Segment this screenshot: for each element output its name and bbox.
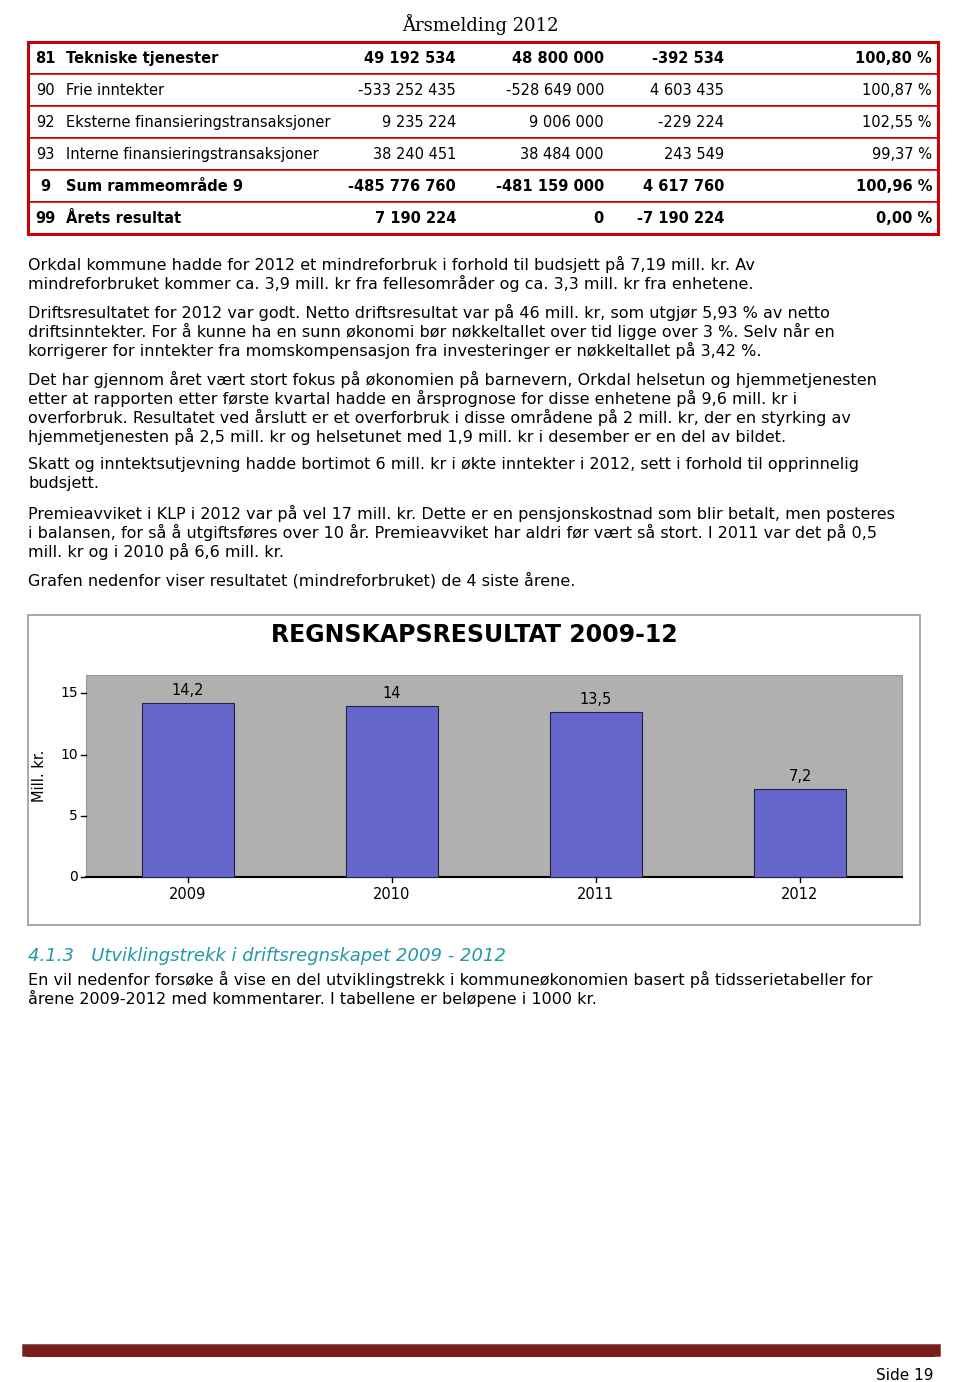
- Text: Sum rammeområde 9: Sum rammeområde 9: [66, 178, 243, 193]
- Text: 38 484 000: 38 484 000: [520, 146, 604, 162]
- Text: 100,96 %: 100,96 %: [855, 178, 932, 193]
- Text: 10: 10: [60, 748, 78, 761]
- Text: 81: 81: [35, 51, 56, 65]
- Text: 99,37 %: 99,37 %: [872, 146, 932, 162]
- Text: 9: 9: [40, 178, 50, 193]
- Text: Frie inntekter: Frie inntekter: [66, 83, 164, 98]
- Text: Eksterne finansieringstransaksjoner: Eksterne finansieringstransaksjoner: [66, 115, 330, 130]
- Text: etter at rapporten etter første kvartal hadde en årsprognose for disse enhetene : etter at rapporten etter første kvartal …: [28, 390, 797, 408]
- Text: Mill. kr.: Mill. kr.: [33, 750, 47, 802]
- Bar: [28, 170, 938, 202]
- Text: overforbruk. Resultatet ved årslutt er et overforbruk i disse områdene på 2 mill: overforbruk. Resultatet ved årslutt er e…: [28, 409, 851, 426]
- Text: 49 192 534: 49 192 534: [365, 51, 456, 65]
- Text: 4 617 760: 4 617 760: [642, 178, 724, 193]
- Text: Side 19: Side 19: [876, 1368, 934, 1382]
- Text: -229 224: -229 224: [658, 115, 724, 130]
- Text: -7 190 224: -7 190 224: [636, 210, 724, 225]
- Bar: [28, 41, 938, 75]
- Text: 9 235 224: 9 235 224: [382, 115, 456, 130]
- Text: 92: 92: [36, 115, 55, 130]
- Text: hjemmetjenesten på 2,5 mill. kr og helsetunet med 1,9 mill. kr i desember er en : hjemmetjenesten på 2,5 mill. kr og helse…: [28, 428, 786, 445]
- Text: 100,87 %: 100,87 %: [862, 83, 932, 98]
- Bar: [28, 202, 938, 234]
- Text: 14: 14: [383, 685, 401, 701]
- Text: driftsinntekter. For å kunne ha en sunn økonomi bør nøkkeltallet over tid ligge : driftsinntekter. For å kunne ha en sunn …: [28, 323, 835, 340]
- Bar: [28, 41, 938, 234]
- Text: Grafen nedenfor viser resultatet (mindreforbruket) de 4 siste årene.: Grafen nedenfor viser resultatet (mindre…: [28, 572, 575, 589]
- Text: mill. kr og i 2010 på 6,6 mill. kr.: mill. kr og i 2010 på 6,6 mill. kr.: [28, 543, 284, 560]
- Text: i balansen, for så å utgiftsføres over 10 år. Premieavviket har aldri før vært s: i balansen, for så å utgiftsføres over 1…: [28, 524, 877, 540]
- Text: 243 549: 243 549: [664, 146, 724, 162]
- Bar: [28, 138, 938, 170]
- Bar: [28, 106, 938, 138]
- Text: -392 534: -392 534: [652, 51, 724, 65]
- Text: 7 190 224: 7 190 224: [374, 210, 456, 225]
- Text: -533 252 435: -533 252 435: [358, 83, 456, 98]
- Text: 5: 5: [69, 808, 78, 822]
- Text: Orkdal kommune hadde for 2012 et mindreforbruk i forhold til budsjett på 7,19 mi: Orkdal kommune hadde for 2012 et mindref…: [28, 256, 755, 274]
- Bar: [28, 75, 938, 106]
- Text: 0: 0: [593, 210, 604, 225]
- Text: En vil nedenfor forsøke å vise en del utviklingstrekk i kommuneøkonomien basert : En vil nedenfor forsøke å vise en del ut…: [28, 972, 873, 988]
- Text: 13,5: 13,5: [580, 692, 612, 706]
- Bar: [28, 615, 920, 925]
- Text: 102,55 %: 102,55 %: [862, 115, 932, 130]
- Text: 9 006 000: 9 006 000: [529, 115, 604, 130]
- Text: 0,00 %: 0,00 %: [876, 210, 932, 225]
- Text: årene 2009-2012 med kommentarer. I tabellene er beløpene i 1000 kr.: årene 2009-2012 med kommentarer. I tabel…: [28, 990, 597, 1007]
- Text: REGNSKAPSRESULTAT 2009-12: REGNSKAPSRESULTAT 2009-12: [271, 623, 678, 647]
- Text: 93: 93: [36, 146, 54, 162]
- Text: 7,2: 7,2: [788, 768, 812, 784]
- Text: Årsmelding 2012: Årsmelding 2012: [401, 14, 559, 35]
- Text: 4 603 435: 4 603 435: [650, 83, 724, 98]
- Bar: [550, 712, 642, 878]
- Text: 2010: 2010: [373, 887, 411, 902]
- Text: Tekniske tjenester: Tekniske tjenester: [66, 51, 218, 65]
- Text: Årets resultat: Årets resultat: [66, 210, 181, 225]
- Text: 38 240 451: 38 240 451: [372, 146, 456, 162]
- Text: Premieavviket i KLP i 2012 var på vel 17 mill. kr. Dette er en pensjonskostnad s: Premieavviket i KLP i 2012 var på vel 17…: [28, 504, 895, 522]
- Text: Interne finansieringstransaksjoner: Interne finansieringstransaksjoner: [66, 146, 319, 162]
- Text: 14,2: 14,2: [172, 683, 204, 698]
- Text: mindreforbruket kommer ca. 3,9 mill. kr fra fellesområder og ca. 3,3 mill. kr fr: mindreforbruket kommer ca. 3,9 mill. kr …: [28, 275, 754, 292]
- Bar: [347, 706, 438, 878]
- Bar: [86, 674, 902, 878]
- Text: -481 159 000: -481 159 000: [495, 178, 604, 193]
- Text: Skatt og inntektsutjevning hadde bortimot 6 mill. kr i økte inntekter i 2012, se: Skatt og inntektsutjevning hadde bortimo…: [28, 457, 859, 473]
- Text: korrigerer for inntekter fra momskompensasjon fra investeringer er nøkkeltallet : korrigerer for inntekter fra momskompens…: [28, 341, 761, 359]
- Bar: [755, 789, 846, 878]
- Text: 0: 0: [69, 871, 78, 884]
- Text: 48 800 000: 48 800 000: [512, 51, 604, 65]
- Text: 2012: 2012: [781, 887, 819, 902]
- Text: 15: 15: [60, 687, 78, 701]
- Text: 2009: 2009: [169, 887, 206, 902]
- Text: 99: 99: [35, 210, 55, 225]
- Text: 4.1.3   Utviklingstrekk i driftsregnskapet 2009 - 2012: 4.1.3 Utviklingstrekk i driftsregnskapet…: [28, 947, 506, 965]
- Text: 2011: 2011: [577, 887, 614, 902]
- Text: 90: 90: [36, 83, 55, 98]
- Text: 100,80 %: 100,80 %: [855, 51, 932, 65]
- Text: Det har gjennom året vært stort fokus på økonomien på barnevern, Orkdal helsetun: Det har gjennom året vært stort fokus på…: [28, 370, 876, 388]
- Text: budsjett.: budsjett.: [28, 475, 99, 491]
- Bar: [142, 703, 234, 878]
- Text: -528 649 000: -528 649 000: [506, 83, 604, 98]
- Text: Driftsresultatet for 2012 var godt. Netto driftsresultat var på 46 mill. kr, som: Driftsresultatet for 2012 var godt. Nett…: [28, 304, 829, 321]
- Text: -485 776 760: -485 776 760: [348, 178, 456, 193]
